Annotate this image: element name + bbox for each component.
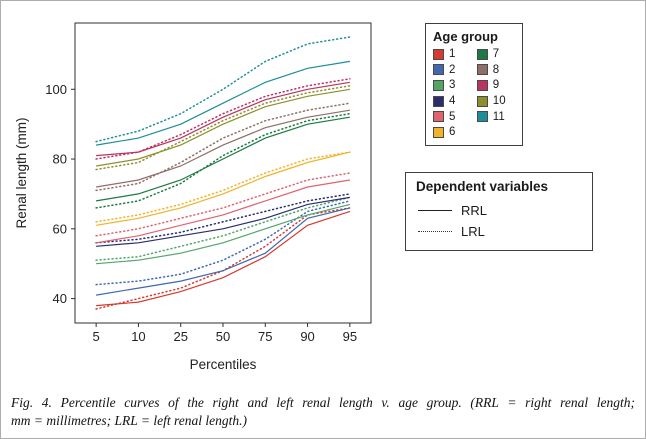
legend-age-group-10: 10 (476, 94, 515, 108)
series-age6-LRL (95, 151, 351, 223)
x-tick-label: 95 (343, 329, 357, 344)
series-age8-LRL (95, 102, 351, 192)
y-axis-title: Renal length (mm) (14, 117, 29, 228)
series-age4-RRL (96, 196, 350, 247)
series-age7-LRL (95, 112, 351, 209)
series-age2-LRL (95, 200, 351, 286)
series-age9-RRL (96, 81, 350, 157)
series-age2-RRL (96, 207, 351, 296)
series-age10-RRL (96, 88, 350, 167)
legend-color-swatch (476, 48, 488, 60)
legend-dependent-label: RRL (461, 202, 488, 218)
x-tick-label: 25 (173, 329, 187, 344)
y-tick-label: 60 (53, 221, 67, 236)
legend-dependent-RRL: RRL (416, 200, 582, 221)
legend-age-label: 3 (449, 79, 456, 92)
legend-age-group-11: 11 (476, 110, 515, 124)
series-age11-LRL (95, 36, 351, 143)
legend-color-swatch (433, 64, 444, 76)
dependent-variables-legend-title: Dependent variables (416, 178, 549, 194)
series-age10-LRL (95, 85, 351, 171)
legend-color-swatch (433, 80, 444, 92)
legend-column: Age group 1 2 3 4 5 6 7 8 9 10 11 Dependent variab… (405, 13, 605, 251)
y-tick-label: 80 (53, 152, 67, 167)
series-age9-LRL (95, 78, 351, 160)
legend-age-group-6: 6 (433, 126, 465, 139)
y-tick-label: 40 (53, 291, 67, 306)
legend-age-label: 6 (449, 126, 456, 139)
legend-line-sample-dotted (418, 230, 452, 232)
legend-line-sample-solid (418, 209, 452, 211)
legend-age-group-5: 5 (433, 111, 465, 124)
legend-age-group-4: 4 (433, 95, 465, 108)
series-age5-RRL (96, 179, 350, 244)
series-age3-RRL (96, 203, 351, 265)
renal-length-percentile-chart: 40 60 80 100 5 10 25 50 75 90 95 Percentiles Renal l… (14, 22, 372, 372)
dependent-variables-legend-items: RRL LRL (416, 200, 582, 242)
legend-age-label: 4 (449, 94, 456, 107)
x-tick-label: 10 (131, 329, 145, 344)
figure-body: 40 60 80 100 5 10 25 50 75 90 95 Percentiles Renal l… (1, 1, 645, 384)
series-age3-LRL (95, 196, 351, 261)
legend-age-label: 1 (449, 48, 456, 60)
legend-color-swatch (476, 95, 488, 107)
age-group-legend-title: Age group (433, 29, 498, 44)
series-age1-RRL (96, 210, 351, 307)
series-age7-RRL (96, 116, 350, 202)
legend-age-group-9: 9 (476, 79, 515, 92)
series-age11-RRL (96, 60, 350, 146)
x-tick-label: 75 (258, 329, 272, 344)
age-group-legend-items: 1 2 3 4 5 6 7 8 9 10 11 (433, 48, 515, 139)
figure-caption: Fig. 4. Percentile curves of the right a… (1, 388, 645, 438)
legend-color-swatch (476, 64, 488, 76)
x-tick-label: 5 (93, 329, 100, 344)
series-age4-LRL (95, 193, 351, 244)
series-age6-RRL (96, 151, 351, 226)
plot-area: 40 60 80 100 5 10 25 50 75 90 95 Percentiles Renal l… (11, 13, 383, 384)
legend-color-swatch (476, 80, 488, 92)
legend-age-label: 10 (492, 94, 506, 107)
legend-age-label: 7 (492, 48, 500, 60)
y-tick-label: 100 (45, 82, 67, 97)
legend-age-group-8: 8 (476, 63, 515, 77)
legend-dependent-label: LRL (461, 223, 485, 239)
legend-age-group-1: 1 (433, 48, 465, 61)
legend-color-swatch (433, 48, 444, 60)
figure-caption-line2: mm = millimetres; LRL = left renal lengt… (11, 412, 247, 428)
legend-color-swatch (433, 111, 444, 123)
age-group-legend: Age group 1 2 3 4 5 6 7 8 9 10 11 (425, 23, 523, 146)
x-tick-label: 50 (216, 329, 230, 344)
figure-caption-line1: Fig. 4. Percentile curves of the right a… (11, 394, 635, 410)
x-axis-title: Percentiles (190, 357, 257, 372)
legend-color-swatch (433, 95, 444, 107)
legend-color-swatch (433, 127, 444, 139)
legend-age-label: 11 (492, 110, 505, 123)
series-age8-RRL (96, 109, 350, 188)
legend-age-label: 9 (492, 79, 500, 92)
plot-frame (74, 22, 372, 324)
x-tick-label: 90 (300, 329, 314, 344)
legend-dependent-LRL: LRL (416, 221, 582, 242)
legend-age-label: 5 (449, 110, 456, 123)
legend-age-group-3: 3 (433, 79, 465, 92)
legend-age-group-7: 7 (476, 48, 515, 61)
legend-age-group-2: 2 (433, 64, 465, 77)
legend-age-label: 8 (492, 63, 500, 76)
legend-color-swatch (476, 111, 488, 123)
dependent-variables-legend: Dependent variables RRL LRL (405, 171, 593, 251)
legend-age-label: 2 (449, 63, 456, 76)
